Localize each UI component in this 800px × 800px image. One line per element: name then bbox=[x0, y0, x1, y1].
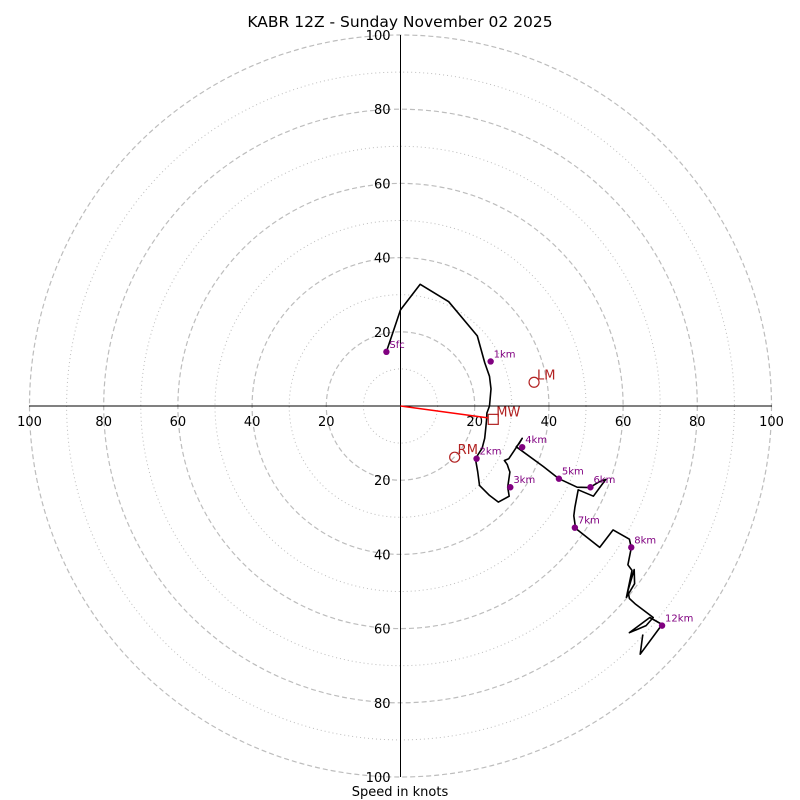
height-marker-point bbox=[658, 622, 666, 629]
y-tick-label: 40 bbox=[374, 252, 391, 267]
hodograph-trace bbox=[385, 283, 663, 656]
height-marker-label: Sfc bbox=[389, 340, 404, 351]
height-marker-point bbox=[473, 455, 480, 462]
storm-motion-label: RM bbox=[458, 443, 478, 458]
height-marker-point bbox=[628, 544, 635, 551]
x-tick-label: 40 bbox=[541, 415, 558, 430]
shear-vector-line bbox=[400, 405, 489, 419]
height-marker-point bbox=[587, 484, 594, 491]
storm-motion-marker bbox=[528, 376, 540, 388]
y-tick-label: 80 bbox=[374, 697, 391, 712]
height-marker-label: 6km bbox=[593, 475, 615, 486]
x-tick-label: 60 bbox=[615, 415, 632, 430]
x-tick-label: 20 bbox=[318, 415, 335, 430]
x-tick-label: 40 bbox=[244, 415, 261, 430]
x-tick-label: 80 bbox=[95, 415, 112, 430]
x-tick-label: 100 bbox=[759, 415, 784, 430]
tick-labels: 100 80 60 40 20 20 40 60 80 100 100 80 60 40 20 20 40 60 8… bbox=[17, 29, 784, 786]
height-marker-label: 1km bbox=[494, 349, 516, 360]
shear-vector-layer bbox=[400, 405, 489, 419]
y-tick-label: 80 bbox=[374, 103, 391, 118]
storm-motion-label: MW bbox=[496, 405, 520, 420]
height-marker-label: 5km bbox=[562, 467, 584, 478]
x-axis-label: Speed in knots bbox=[352, 785, 449, 800]
storm-motion-marker bbox=[449, 451, 461, 463]
storm-motion-marker bbox=[487, 413, 499, 425]
y-tick-label: 20 bbox=[374, 326, 391, 341]
height-marker-label: 4km bbox=[525, 435, 547, 446]
y-tick-label: 100 bbox=[366, 29, 391, 44]
height-marker-point bbox=[507, 484, 514, 491]
height-marker-label: 7km bbox=[578, 516, 600, 527]
storm-motion-markers: LM RM MW bbox=[449, 368, 556, 463]
height-marker-point bbox=[555, 475, 563, 482]
x-tick-label: 80 bbox=[689, 415, 706, 430]
height-marker-label: 8km bbox=[634, 535, 656, 546]
y-tick-label: 100 bbox=[366, 771, 391, 786]
y-tick-label: 20 bbox=[374, 474, 391, 489]
height-marker-point bbox=[383, 348, 390, 356]
x-tick-label: 20 bbox=[466, 415, 483, 430]
height-marker-label: 2km bbox=[480, 447, 502, 458]
height-marker-point bbox=[487, 358, 494, 365]
hodograph-line bbox=[385, 283, 663, 656]
height-markers: Sfc 1km 2km 3km 4km 5km 6km 7km 8km 12km bbox=[383, 340, 693, 629]
x-tick-label: 100 bbox=[17, 415, 42, 430]
height-marker-point bbox=[571, 524, 579, 531]
x-tick-label: 60 bbox=[170, 415, 187, 430]
height-marker-label: 12km bbox=[665, 614, 693, 625]
chart-title: KABR 12Z - Sunday November 02 2025 bbox=[247, 13, 552, 31]
y-tick-label: 60 bbox=[374, 177, 391, 192]
height-marker-point bbox=[518, 443, 526, 451]
y-tick-label: 60 bbox=[374, 623, 391, 638]
storm-motion-label: LM bbox=[537, 368, 555, 383]
height-marker-label: 3km bbox=[513, 475, 535, 486]
y-tick-label: 40 bbox=[374, 548, 391, 563]
